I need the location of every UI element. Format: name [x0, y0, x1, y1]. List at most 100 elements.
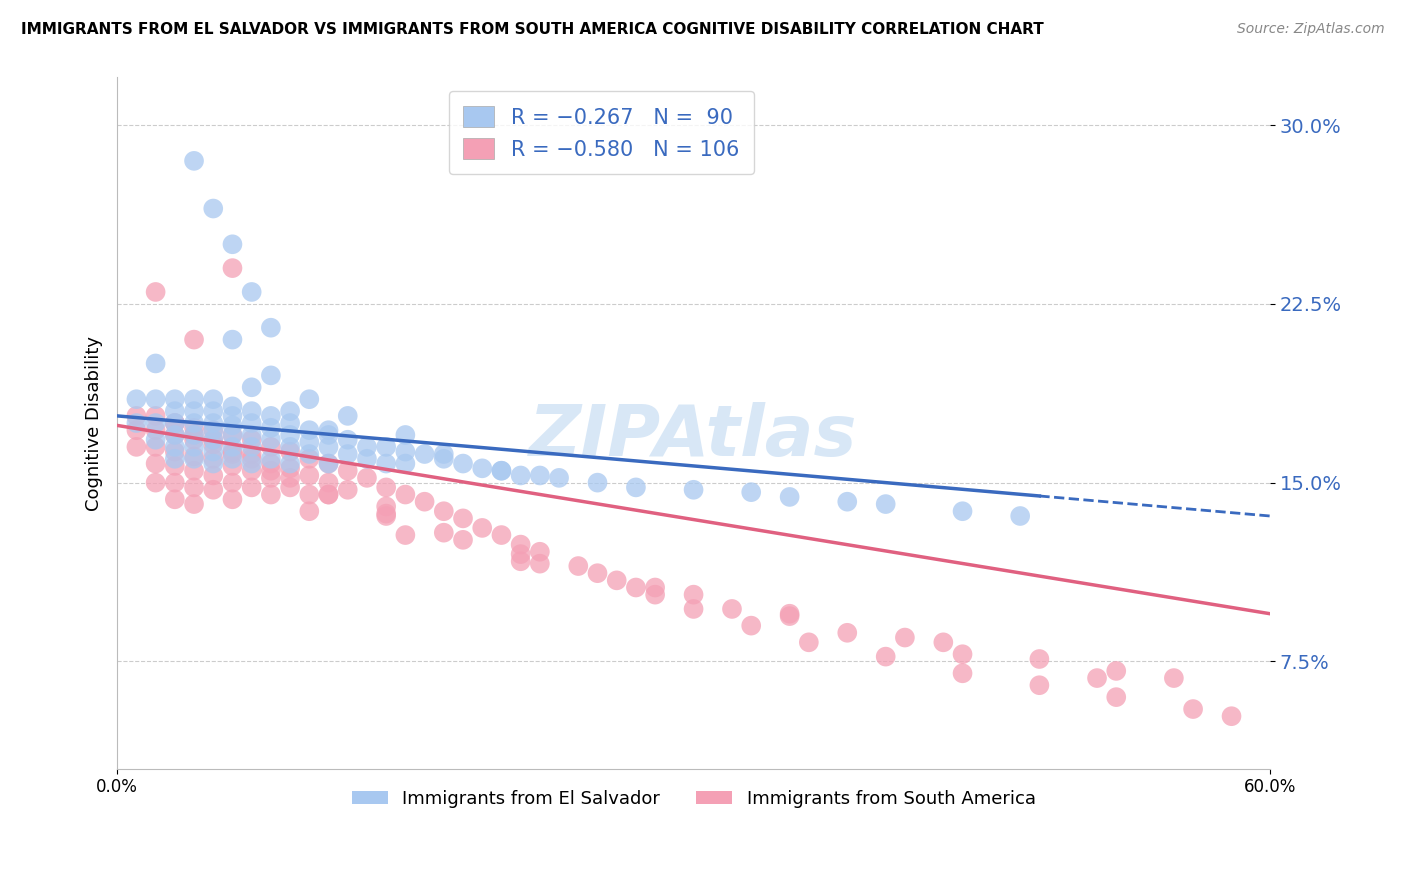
- Immigrants from El Salvador: [529, 468, 551, 483]
- Immigrants from South America: [145, 409, 167, 423]
- Immigrants from South America: [529, 545, 551, 559]
- Immigrants from El Salvador: [413, 447, 436, 461]
- Immigrants from South America: [529, 557, 551, 571]
- Immigrants from El Salvador: [433, 451, 456, 466]
- Immigrants from El Salvador: [145, 392, 167, 407]
- Immigrants from El Salvador: [278, 416, 301, 430]
- Immigrants from El Salvador: [298, 447, 321, 461]
- Immigrants from South America: [183, 450, 205, 464]
- Immigrants from El Salvador: [145, 433, 167, 447]
- Immigrants from El Salvador: [356, 440, 378, 454]
- Immigrants from El Salvador: [318, 440, 340, 454]
- Immigrants from South America: [433, 525, 456, 540]
- Immigrants from South America: [145, 285, 167, 299]
- Immigrants from South America: [202, 483, 225, 497]
- Immigrants from South America: [183, 428, 205, 442]
- Immigrants from South America: [318, 475, 340, 490]
- Immigrants from South America: [278, 461, 301, 475]
- Immigrants from El Salvador: [221, 428, 243, 442]
- Immigrants from South America: [221, 447, 243, 461]
- Y-axis label: Cognitive Disability: Cognitive Disability: [86, 335, 103, 510]
- Immigrants from South America: [260, 487, 283, 501]
- Immigrants from El Salvador: [202, 457, 225, 471]
- Immigrants from El Salvador: [183, 404, 205, 418]
- Immigrants from El Salvador: [509, 468, 531, 483]
- Immigrants from El Salvador: [145, 416, 167, 430]
- Immigrants from South America: [145, 475, 167, 490]
- Immigrants from El Salvador: [491, 464, 513, 478]
- Immigrants from El Salvador: [125, 392, 148, 407]
- Immigrants from El Salvador: [260, 368, 283, 383]
- Immigrants from South America: [375, 508, 398, 523]
- Immigrants from El Salvador: [356, 451, 378, 466]
- Immigrants from El Salvador: [240, 380, 263, 394]
- Immigrants from South America: [318, 487, 340, 501]
- Immigrants from South America: [202, 437, 225, 451]
- Immigrants from South America: [1028, 678, 1050, 692]
- Immigrants from El Salvador: [221, 418, 243, 433]
- Immigrants from South America: [221, 261, 243, 276]
- Immigrants from El Salvador: [298, 435, 321, 450]
- Immigrants from El Salvador: [183, 428, 205, 442]
- Immigrants from South America: [125, 440, 148, 454]
- Immigrants from El Salvador: [163, 392, 186, 407]
- Immigrants from El Salvador: [394, 457, 416, 471]
- Immigrants from South America: [163, 416, 186, 430]
- Immigrants from South America: [163, 458, 186, 473]
- Immigrants from South America: [375, 500, 398, 514]
- Immigrants from South America: [221, 492, 243, 507]
- Immigrants from South America: [1028, 652, 1050, 666]
- Immigrants from South America: [163, 492, 186, 507]
- Immigrants from South America: [932, 635, 955, 649]
- Immigrants from El Salvador: [260, 320, 283, 334]
- Immigrants from South America: [644, 581, 666, 595]
- Immigrants from South America: [183, 480, 205, 494]
- Immigrants from South America: [163, 428, 186, 442]
- Immigrants from South America: [1085, 671, 1108, 685]
- Immigrants from El Salvador: [336, 447, 359, 461]
- Immigrants from South America: [451, 533, 474, 547]
- Immigrants from South America: [318, 487, 340, 501]
- Immigrants from El Salvador: [240, 428, 263, 442]
- Immigrants from South America: [471, 521, 494, 535]
- Immigrants from South America: [145, 440, 167, 454]
- Immigrants from South America: [240, 433, 263, 447]
- Immigrants from El Salvador: [586, 475, 609, 490]
- Immigrants from South America: [894, 631, 917, 645]
- Immigrants from El Salvador: [221, 237, 243, 252]
- Immigrants from El Salvador: [221, 333, 243, 347]
- Immigrants from El Salvador: [163, 440, 186, 454]
- Immigrants from South America: [183, 421, 205, 435]
- Immigrants from South America: [202, 433, 225, 447]
- Immigrants from South America: [952, 666, 974, 681]
- Immigrants from South America: [779, 609, 801, 624]
- Immigrants from El Salvador: [183, 440, 205, 454]
- Immigrants from South America: [240, 480, 263, 494]
- Immigrants from South America: [433, 504, 456, 518]
- Immigrants from El Salvador: [240, 285, 263, 299]
- Immigrants from South America: [682, 588, 704, 602]
- Immigrants from South America: [952, 647, 974, 661]
- Immigrants from South America: [375, 480, 398, 494]
- Immigrants from South America: [644, 588, 666, 602]
- Immigrants from South America: [145, 457, 167, 471]
- Immigrants from South America: [260, 464, 283, 478]
- Immigrants from South America: [221, 458, 243, 473]
- Immigrants from El Salvador: [163, 416, 186, 430]
- Immigrants from El Salvador: [278, 404, 301, 418]
- Immigrants from El Salvador: [240, 416, 263, 430]
- Immigrants from El Salvador: [336, 433, 359, 447]
- Immigrants from El Salvador: [433, 447, 456, 461]
- Immigrants from South America: [278, 471, 301, 485]
- Immigrants from South America: [183, 433, 205, 447]
- Immigrants from El Salvador: [202, 433, 225, 447]
- Immigrants from South America: [682, 602, 704, 616]
- Immigrants from South America: [779, 607, 801, 621]
- Immigrants from El Salvador: [740, 485, 762, 500]
- Immigrants from South America: [394, 487, 416, 501]
- Immigrants from El Salvador: [145, 356, 167, 370]
- Immigrants from El Salvador: [163, 404, 186, 418]
- Immigrants from El Salvador: [278, 457, 301, 471]
- Legend: Immigrants from El Salvador, Immigrants from South America: Immigrants from El Salvador, Immigrants …: [344, 782, 1043, 815]
- Immigrants from South America: [278, 444, 301, 458]
